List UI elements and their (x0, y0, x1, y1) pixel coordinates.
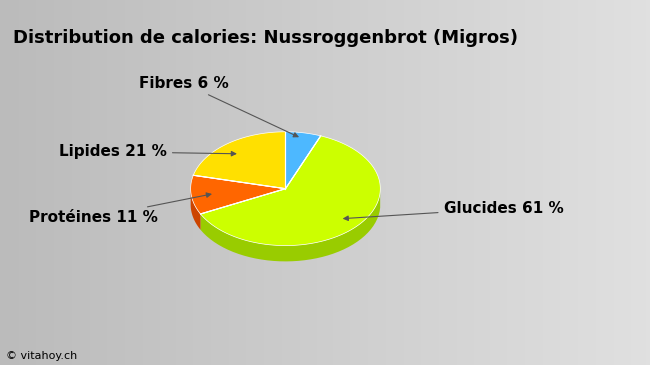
Text: Fibres 6 %: Fibres 6 % (139, 76, 298, 137)
Text: Lipides 21 %: Lipides 21 % (59, 144, 236, 159)
Polygon shape (285, 132, 320, 189)
Polygon shape (190, 189, 200, 230)
Polygon shape (190, 175, 285, 214)
Text: Glucides 61 %: Glucides 61 % (344, 201, 564, 220)
Text: © vitahoy.ch: © vitahoy.ch (6, 351, 78, 361)
Text: Protéines 11 %: Protéines 11 % (29, 193, 211, 225)
Polygon shape (193, 132, 285, 189)
Polygon shape (200, 136, 380, 246)
Polygon shape (200, 192, 380, 261)
Text: Distribution de calories: Nussroggenbrot (Migros): Distribution de calories: Nussroggenbrot… (13, 29, 518, 47)
